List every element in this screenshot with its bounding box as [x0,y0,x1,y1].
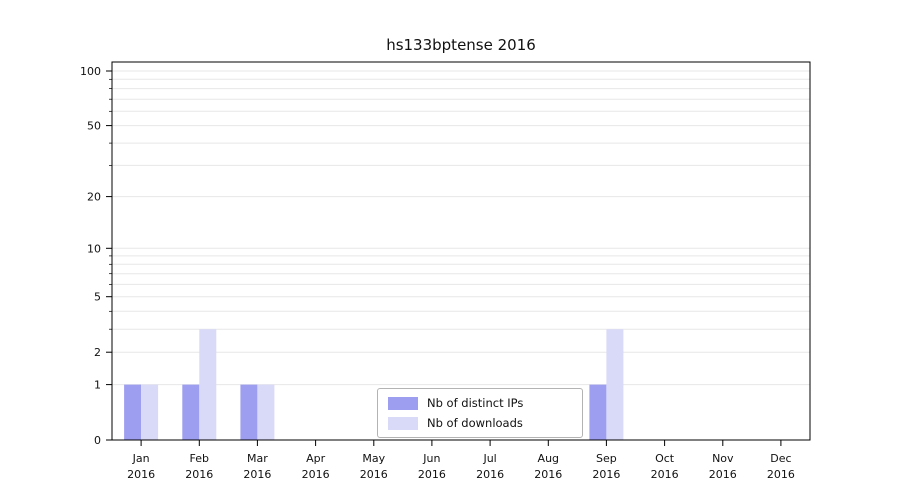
x-tick-label-month: Oct [655,452,675,465]
x-tick-label-month: Sep [596,452,617,465]
legend-item-downloads: Nb of downloads [388,416,570,430]
x-tick-label-year: 2016 [709,468,737,481]
y-tick-label: 50 [87,120,101,133]
x-tick-label-year: 2016 [592,468,620,481]
y-tick-label: 0 [94,434,101,447]
x-tick-label-month: Jul [482,452,496,465]
bar-mar-nb-of-downloads [257,384,275,440]
x-tick-label-year: 2016 [185,468,213,481]
bar-jan-nb-of-distinct-ips [124,384,142,440]
x-tick-label-month: Apr [306,452,326,465]
y-tick-label: 10 [87,242,101,255]
legend-swatch-distinct-ips [388,396,418,410]
x-tick-label-year: 2016 [651,468,679,481]
y-tick-label: 1 [94,379,101,392]
bar-mar-nb-of-distinct-ips [240,384,258,440]
chart-legend: Nb of distinct IPs Nb of downloads [377,388,583,438]
x-tick-label-month: Mar [247,452,268,465]
legend-swatch-downloads [388,416,418,430]
legend-label-distinct-ips: Nb of distinct IPs [427,396,524,410]
x-tick-label-year: 2016 [476,468,504,481]
x-tick-label-year: 2016 [534,468,562,481]
x-tick-label-year: 2016 [360,468,388,481]
x-tick-label-year: 2016 [418,468,446,481]
y-tick-label: 100 [80,65,101,78]
chart-title: hs133bptense 2016 [386,36,536,54]
x-tick-label-month: May [362,452,385,465]
x-tick-label-month: Dec [770,452,791,465]
plot-border [111,61,811,441]
x-tick-label-month: Jun [422,452,440,465]
x-tick-label-month: Nov [712,452,734,465]
legend-item-distinct-ips: Nb of distinct IPs [388,396,570,410]
y-tick-label: 2 [94,346,101,359]
bar-feb-nb-of-distinct-ips [182,384,200,440]
x-tick-label-month: Aug [538,452,559,465]
x-tick-label-year: 2016 [127,468,155,481]
x-tick-label-month: Feb [190,452,209,465]
x-tick-label-year: 2016 [302,468,330,481]
bar-sep-nb-of-distinct-ips [589,384,607,440]
x-tick-label-month: Jan [132,452,150,465]
y-tick-label: 5 [94,291,101,304]
bar-sep-nb-of-downloads [606,329,624,440]
bar-feb-nb-of-downloads [199,329,217,440]
y-tick-label: 20 [87,191,101,204]
x-tick-label-year: 2016 [243,468,271,481]
bar-jan-nb-of-downloads [141,384,159,440]
x-tick-label-year: 2016 [767,468,795,481]
legend-label-downloads: Nb of downloads [427,416,523,430]
